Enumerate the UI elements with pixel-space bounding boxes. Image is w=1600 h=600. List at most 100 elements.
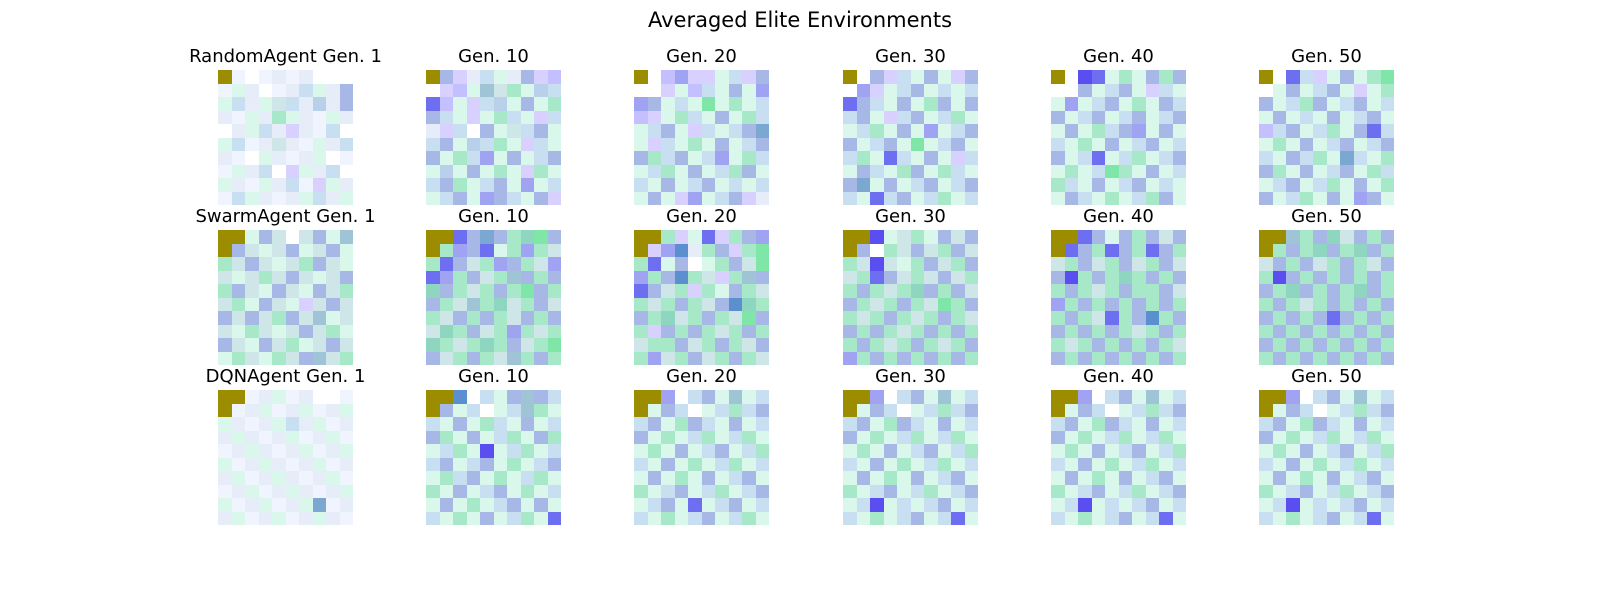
heatmap-cell — [453, 484, 467, 498]
heatmap-cell — [1159, 297, 1173, 311]
heatmap-cell — [1259, 338, 1273, 352]
heatmap-cell — [1367, 484, 1381, 498]
heatmap-panel: Gen. 30 — [843, 366, 978, 525]
heatmap-cell — [299, 178, 313, 192]
heatmap-cell — [1159, 124, 1173, 138]
heatmap-cell — [1118, 311, 1132, 325]
heatmap-cell — [493, 338, 507, 352]
heatmap-cell — [426, 417, 440, 431]
heatmap-cell — [951, 70, 965, 84]
heatmap-cell — [339, 417, 353, 431]
heatmap-cell — [701, 137, 715, 151]
heatmap-cell — [1380, 230, 1394, 244]
heatmap-cell — [272, 151, 286, 165]
heatmap-cell — [534, 351, 548, 365]
heatmap-cell — [1286, 417, 1300, 431]
heatmap-cell — [1326, 243, 1340, 257]
heatmap-cell — [1259, 297, 1273, 311]
heatmap-cell — [245, 498, 259, 512]
heatmap-cell — [647, 324, 661, 338]
heatmap-cell — [439, 110, 453, 124]
heatmap-cell — [1313, 444, 1327, 458]
heatmap-cell — [339, 124, 353, 138]
heatmap-cell — [1326, 191, 1340, 205]
heatmap-cell — [547, 297, 561, 311]
heatmap-cell — [1172, 324, 1186, 338]
heatmap-cell — [285, 243, 299, 257]
heatmap-cell — [856, 178, 870, 192]
heatmap-cell — [534, 257, 548, 271]
heatmap-cell — [924, 164, 938, 178]
heatmap-cell — [674, 457, 688, 471]
heatmap-cell — [715, 471, 729, 485]
heatmap-cell — [634, 284, 648, 298]
heatmap-cell — [1078, 324, 1092, 338]
heatmap-cell — [245, 191, 259, 205]
heatmap-cell — [964, 351, 978, 365]
heatmap-cell — [728, 151, 742, 165]
heatmap-cell — [272, 457, 286, 471]
heatmap-cell — [547, 311, 561, 325]
heatmap-grid — [218, 390, 353, 525]
heatmap-cell — [1091, 484, 1105, 498]
heatmap-cell — [856, 110, 870, 124]
heatmap-cell — [843, 324, 857, 338]
heatmap-cell — [883, 417, 897, 431]
heatmap-cell — [1064, 97, 1078, 111]
heatmap-cell — [964, 417, 978, 431]
heatmap-cell — [964, 444, 978, 458]
heatmap-cell — [1145, 417, 1159, 431]
heatmap-cell — [870, 110, 884, 124]
heatmap-cell — [1064, 484, 1078, 498]
heatmap-cell — [299, 97, 313, 111]
heatmap-cell — [883, 324, 897, 338]
heatmap-cell — [231, 324, 245, 338]
heatmap-cell — [715, 164, 729, 178]
heatmap-cell — [453, 311, 467, 325]
heatmap-cell — [339, 137, 353, 151]
heatmap-cell — [339, 444, 353, 458]
heatmap-cell — [426, 124, 440, 138]
heatmap-cell — [439, 498, 453, 512]
heatmap-cell — [951, 338, 965, 352]
heatmap-cell — [534, 243, 548, 257]
heatmap-cell — [231, 97, 245, 111]
heatmap-cell — [1299, 324, 1313, 338]
heatmap-cell — [1353, 498, 1367, 512]
heatmap-cell — [715, 137, 729, 151]
heatmap-cell — [285, 70, 299, 84]
heatmap-cell — [661, 311, 675, 325]
heatmap-cell — [1367, 270, 1381, 284]
heatmap-cell — [964, 403, 978, 417]
heatmap-cell — [688, 270, 702, 284]
heatmap-cell — [439, 243, 453, 257]
heatmap-cell — [715, 83, 729, 97]
heatmap-cell — [1272, 484, 1286, 498]
heatmap-cell — [426, 70, 440, 84]
heatmap-cell — [520, 417, 534, 431]
heatmap-cell — [1353, 284, 1367, 298]
heatmap-cell — [701, 484, 715, 498]
heatmap-cell — [1353, 137, 1367, 151]
heatmap-cell — [1159, 178, 1173, 192]
heatmap-cell — [937, 324, 951, 338]
figure-title: Averaged Elite Environments — [647, 8, 953, 32]
heatmap-cell — [1286, 191, 1300, 205]
heatmap-cell — [924, 110, 938, 124]
heatmap-cell — [520, 70, 534, 84]
heatmap-cell — [245, 83, 259, 97]
heatmap-cell — [1259, 390, 1273, 404]
heatmap-cell — [1159, 243, 1173, 257]
heatmap-cell — [897, 178, 911, 192]
heatmap-cell — [466, 403, 480, 417]
heatmap-cell — [1380, 390, 1394, 404]
heatmap-cell — [647, 97, 661, 111]
heatmap-cell — [634, 137, 648, 151]
heatmap-cell — [534, 178, 548, 192]
heatmap-cell — [1272, 471, 1286, 485]
heatmap-cell — [1132, 403, 1146, 417]
heatmap-cell — [897, 351, 911, 365]
heatmap-cell — [272, 311, 286, 325]
heatmap-cell — [883, 484, 897, 498]
heatmap-cell — [258, 110, 272, 124]
